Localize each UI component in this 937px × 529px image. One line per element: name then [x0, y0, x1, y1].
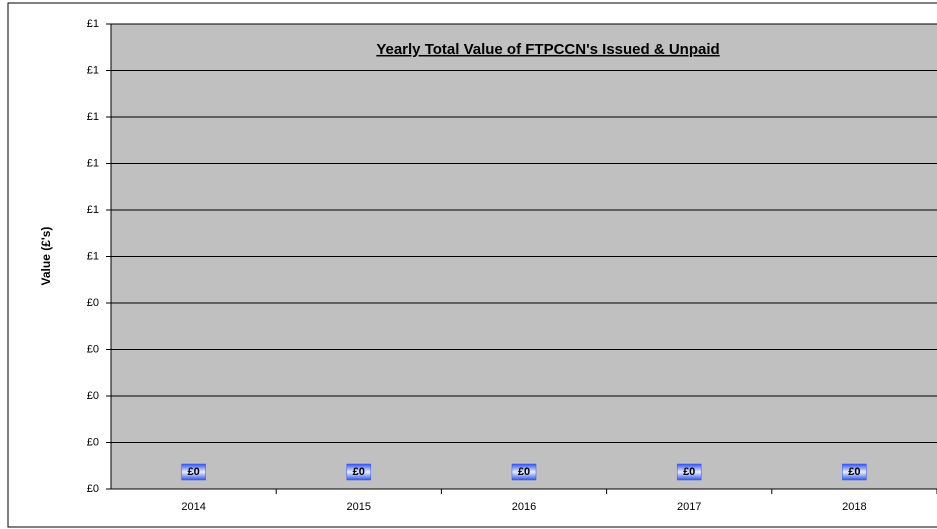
x-tick-label: 2018	[842, 501, 866, 513]
value-label-box	[181, 463, 206, 481]
y-tick-label: £1	[87, 111, 99, 123]
value-label-box	[676, 463, 702, 481]
y-tick-label: £1	[87, 250, 99, 262]
value-label: £0	[187, 466, 199, 478]
chart-title: Yearly Total Value of FTPCCN's Issued & …	[376, 41, 719, 58]
value-label-box	[346, 463, 372, 481]
y-tick-label: £0	[87, 390, 99, 402]
value-label: £0	[683, 466, 695, 478]
y-tick-label: £0	[87, 483, 99, 495]
y-tick-label: £1	[87, 204, 99, 216]
y-tick-label: £1	[87, 18, 99, 30]
value-label: £0	[518, 466, 530, 478]
y-tick-label: £1	[87, 157, 99, 169]
x-tick-label: 2015	[347, 501, 371, 513]
y-tick-label: £0	[87, 343, 99, 355]
x-tick-label: 2014	[181, 501, 205, 513]
x-tick-label: 2017	[677, 501, 701, 513]
y-axis-title: Value (£'s)	[39, 227, 53, 286]
value-label: £0	[848, 466, 860, 478]
y-tick-label: £1	[87, 64, 99, 76]
value-label: £0	[353, 466, 365, 478]
value-label-box	[842, 463, 867, 481]
x-tick-label: 2016	[512, 501, 536, 513]
value-label-box	[511, 463, 537, 481]
y-tick-label: £0	[87, 297, 99, 309]
y-tick-label: £0	[87, 436, 99, 448]
